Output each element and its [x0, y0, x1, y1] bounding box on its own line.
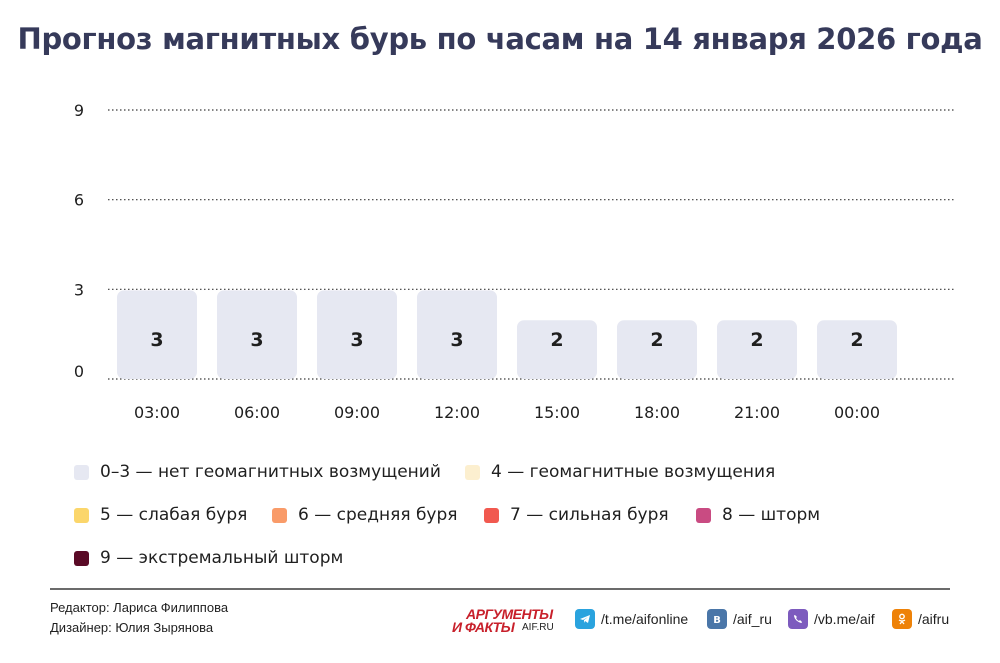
bar [717, 320, 797, 379]
editor-credit: Редактор: Лариса Филиппова [50, 600, 229, 615]
telegram-icon [575, 609, 595, 629]
social-viber[interactable]: /vb.me/aif [788, 609, 875, 629]
social-telegram[interactable]: /t.me/aifonline [575, 609, 688, 629]
data-label: 3 [350, 329, 363, 351]
designer-credit: Дизайнер: Юлия Зырянова [50, 620, 214, 635]
legend-item-8: 8 — шторм [696, 505, 820, 525]
y-tick-label: 6 [74, 191, 84, 210]
legend-item-5: 5 — слабая буря [74, 505, 247, 525]
data-label: 3 [250, 329, 263, 351]
x-tick-label: 15:00 [534, 403, 580, 422]
legend-label: 4 — геомагнитные возмущения [491, 462, 776, 482]
legend-swatch [272, 507, 287, 523]
x-tick-label: 03:00 [134, 403, 180, 422]
bar [317, 290, 397, 379]
vk-icon: B [707, 609, 727, 629]
legend-item-0-3: 0–3 — нет геомагнитных возмущений [74, 462, 441, 482]
data-label: 2 [750, 329, 763, 351]
svg-text:B: B [713, 615, 721, 625]
bar-chart: 0 3 6 9 3 03:00 3 06:00 3 09:00 3 12:00 2 15:00 2 18:00… [74, 101, 955, 422]
social-label: /t.me/aifonline [601, 611, 689, 627]
logo-line-1: АРГУМЕНТЫ [466, 606, 553, 622]
legend-label: 9 — экстремальный шторм [100, 548, 344, 568]
bar [517, 320, 597, 379]
logo-site: AIF.RU [522, 622, 554, 633]
bar [817, 320, 897, 379]
legend-label: 0–3 — нет геомагнитных возмущений [100, 462, 441, 482]
aif-logo[interactable]: АРГУМЕНТЫ И ФАКТЫ AIF.RU [452, 606, 562, 635]
logo-line-2: И ФАКТЫ [452, 619, 515, 635]
credits: Редактор: Лариса Филиппова Дизайнер: Юли… [50, 598, 228, 638]
y-tick-label: 0 [74, 362, 84, 381]
legend-label: 5 — слабая буря [100, 505, 248, 525]
legend-item-9: 9 — экстремальный шторм [74, 548, 343, 568]
social-label: /aifru [918, 611, 950, 627]
viber-icon [788, 609, 808, 629]
y-tick-label: 9 [74, 101, 84, 120]
chart-title: Прогноз магнитных бурь по часам на 14 ян… [17, 22, 983, 56]
legend-swatch [74, 464, 89, 480]
bar [417, 290, 497, 379]
social-label: /vb.me/aif [814, 611, 875, 627]
y-tick-label: 3 [74, 280, 84, 299]
legend-label: 8 — шторм [722, 505, 821, 525]
legend-swatch [74, 550, 89, 566]
x-tick-label: 00:00 [834, 403, 880, 422]
x-tick-label: 21:00 [734, 403, 780, 422]
bar [217, 290, 297, 379]
social-odnoklassniki[interactable]: /aifru [892, 609, 949, 629]
legend-item-7: 7 — сильная буря [484, 505, 669, 525]
legend-label: 7 — сильная буря [510, 505, 669, 525]
data-label: 2 [550, 329, 563, 351]
social-label: /aif_ru [733, 611, 772, 627]
x-tick-label: 09:00 [334, 403, 380, 422]
odnoklassniki-icon [892, 609, 912, 629]
data-label: 2 [650, 329, 663, 351]
data-label: 3 [150, 329, 163, 351]
footer-divider [50, 588, 950, 590]
data-label: 2 [850, 329, 863, 351]
x-tick-label: 18:00 [634, 403, 680, 422]
social-vk[interactable]: B /aif_ru [707, 609, 772, 629]
x-tick-label: 12:00 [434, 403, 480, 422]
legend-swatch [465, 464, 480, 480]
legend-swatch [74, 507, 89, 523]
bar [117, 290, 197, 379]
data-label: 3 [450, 329, 463, 351]
legend-swatch [484, 507, 499, 523]
bar [617, 320, 697, 379]
legend-swatch [696, 507, 711, 523]
x-tick-label: 06:00 [234, 403, 280, 422]
legend-item-6: 6 — средняя буря [272, 505, 458, 525]
legend-item-4: 4 — геомагнитные возмущения [465, 462, 775, 482]
legend-label: 6 — средняя буря [298, 505, 458, 525]
